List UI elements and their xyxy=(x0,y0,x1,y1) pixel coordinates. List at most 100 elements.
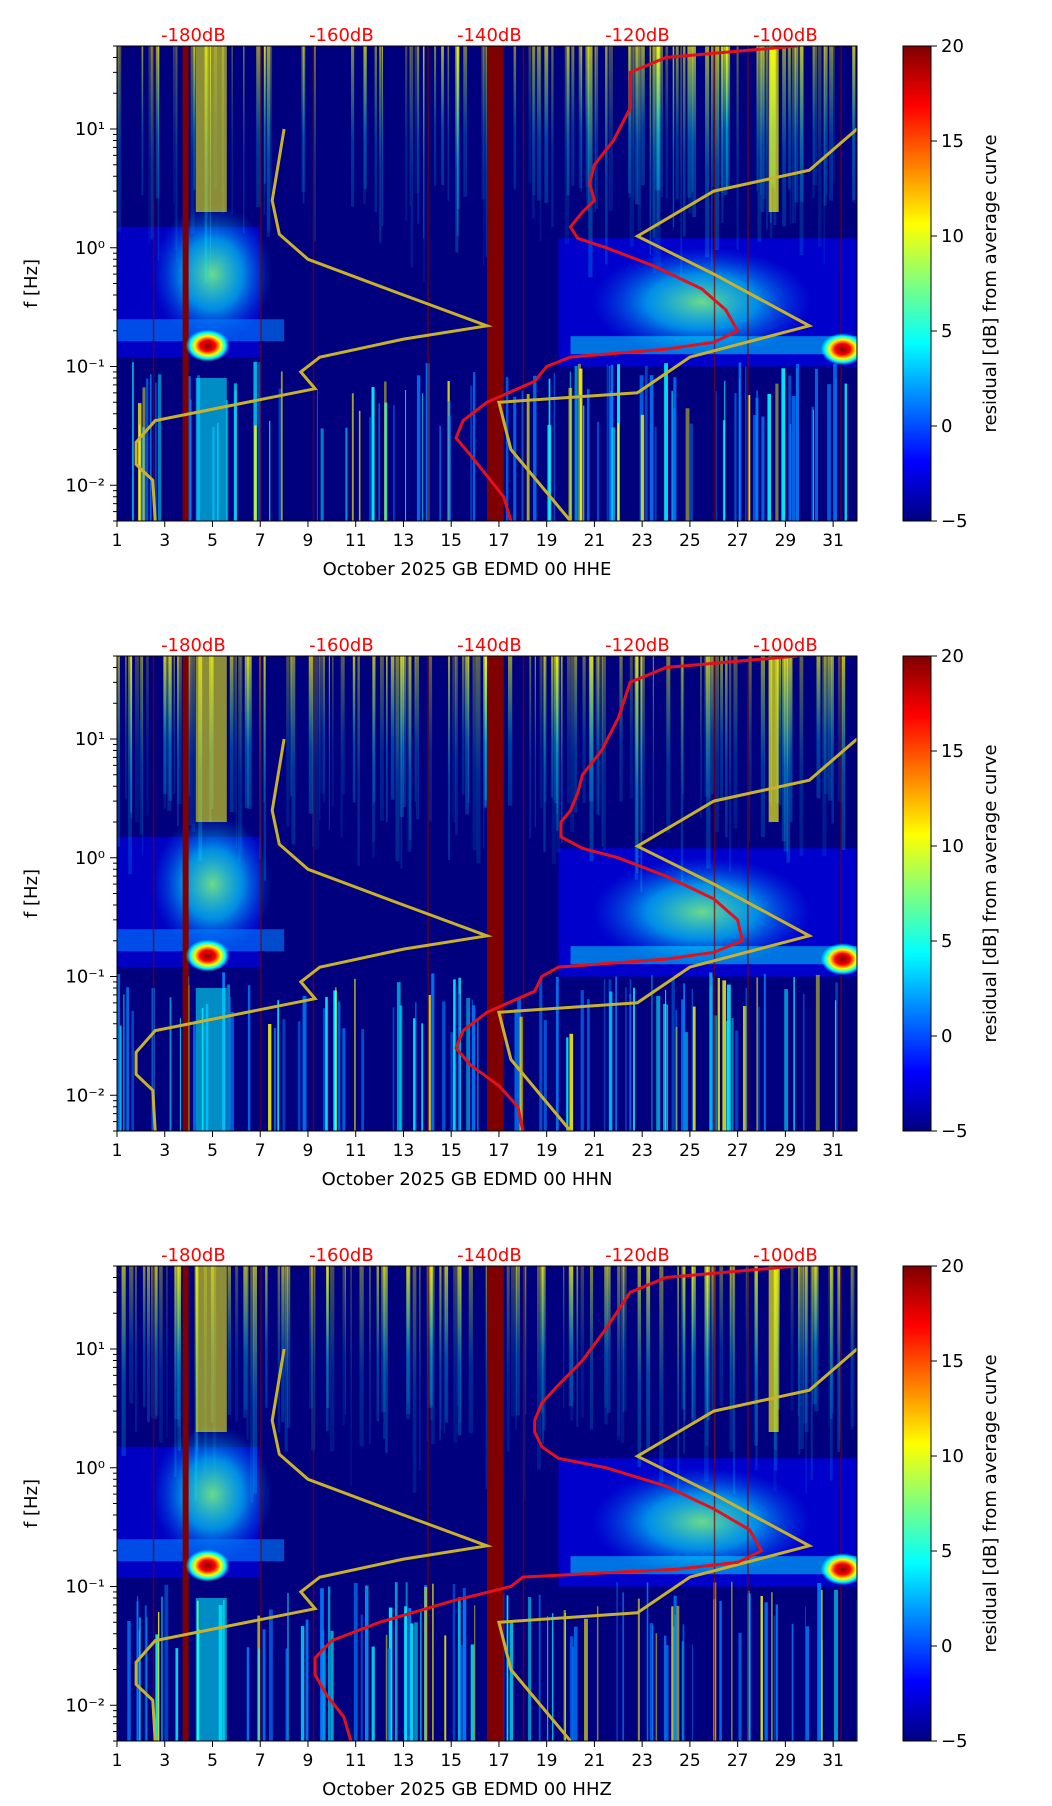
hf-streak xyxy=(308,656,313,814)
lf-spike xyxy=(274,1028,276,1131)
lf-spike xyxy=(663,1635,667,1741)
hf-streak xyxy=(342,656,345,795)
saturated-band xyxy=(182,656,189,1131)
hf-streak xyxy=(646,1266,651,1449)
hf-streak xyxy=(604,1266,608,1425)
lf-spike xyxy=(126,987,130,1131)
x-tick-label: 1 xyxy=(112,1141,123,1161)
hf-streak xyxy=(117,46,120,221)
hf-streak xyxy=(163,656,167,795)
lf-spike xyxy=(164,1584,169,1741)
lf-spike xyxy=(791,1623,794,1741)
lf-spike xyxy=(233,383,238,521)
hot-spot xyxy=(820,1553,857,1586)
bright-column-day5 xyxy=(195,1266,227,1433)
noise-model-low-curve xyxy=(134,1348,493,1741)
hf-streak xyxy=(705,46,710,258)
x-tick-label: 27 xyxy=(727,1751,749,1771)
hot-spot xyxy=(185,329,230,362)
lf-spike xyxy=(132,362,134,521)
hf-streak xyxy=(440,1266,443,1429)
colorbar-label: residual [dB] from average curve xyxy=(980,744,1001,1042)
lf-spike xyxy=(625,987,627,1131)
hf-streak xyxy=(176,1266,181,1427)
y-tick-label: 10⁻¹ xyxy=(65,967,105,988)
colorbar-tick-label: 5 xyxy=(941,321,952,342)
hf-streak xyxy=(540,1266,543,1414)
hf-streak xyxy=(714,46,720,251)
gap-line xyxy=(522,46,525,521)
hf-streak xyxy=(750,656,752,795)
lf-spike xyxy=(514,1009,518,1131)
hf-streak xyxy=(706,656,711,869)
hf-streak xyxy=(455,46,459,253)
y-axis: 10⁻² 10⁻¹ 10⁰ 10¹ xyxy=(65,1265,117,1742)
lf-spike xyxy=(820,1589,823,1741)
x-axis: 1 3 5 7 9 11 13 15 17 19 21 23 25 27 29 31 xyxy=(112,1741,844,1771)
lf-spike xyxy=(413,1018,416,1131)
y-tick-label: 10¹ xyxy=(75,119,105,140)
hf-streak xyxy=(595,656,599,814)
hf-streak xyxy=(265,1266,268,1408)
hf-streak xyxy=(243,46,245,234)
hf-streak xyxy=(800,46,804,202)
hf-streak xyxy=(757,46,762,242)
hf-streak xyxy=(481,46,486,200)
lf-spike xyxy=(569,1033,574,1131)
hf-streak xyxy=(625,1266,627,1411)
hf-streak xyxy=(574,656,578,813)
lf-spike xyxy=(145,378,149,521)
top-db-label: -120dB xyxy=(605,1245,670,1266)
hf-streak xyxy=(472,656,477,851)
hf-streak xyxy=(456,1266,459,1407)
hf-streak xyxy=(515,1266,517,1430)
x-tick-label: 23 xyxy=(631,1141,653,1161)
x-tick-label: 31 xyxy=(822,1141,844,1161)
hf-streak xyxy=(633,46,635,200)
lf-spike xyxy=(555,976,559,1131)
hf-streak xyxy=(681,1266,685,1410)
x-tick-label: 23 xyxy=(631,1751,653,1771)
hf-streak xyxy=(461,656,465,795)
hf-streak xyxy=(582,656,586,804)
x-tick-label: 17 xyxy=(488,1141,510,1161)
hf-streak xyxy=(824,656,829,794)
lf-spike xyxy=(169,997,172,1131)
lf-spike xyxy=(394,1582,398,1741)
x-tick-label: 15 xyxy=(440,1141,462,1161)
gap-line xyxy=(312,1266,315,1741)
lf-spike xyxy=(615,976,617,1131)
hf-streak xyxy=(629,656,633,799)
hf-streak xyxy=(414,46,419,194)
lf-spike xyxy=(444,1635,447,1741)
lf-spike xyxy=(817,1582,822,1741)
lf-spike xyxy=(773,1615,775,1741)
x-tick-label: 19 xyxy=(536,1751,558,1771)
hf-streak xyxy=(176,46,178,263)
hf-streak xyxy=(566,46,570,196)
hf-streak xyxy=(680,46,683,281)
hf-streak xyxy=(256,46,261,208)
hf-streak xyxy=(828,1266,831,1428)
lf-spike xyxy=(683,983,686,1131)
hf-streak xyxy=(823,46,825,264)
hf-streak xyxy=(576,1266,579,1427)
hf-streak xyxy=(560,656,563,844)
lf-spike xyxy=(450,1032,455,1131)
colorbar-tick-label: 20 xyxy=(941,646,964,667)
lf-spike xyxy=(405,390,407,521)
hf-streak xyxy=(325,1266,329,1432)
hf-streak xyxy=(704,1266,709,1482)
gap-line xyxy=(152,46,155,521)
lf-spike xyxy=(328,1586,331,1741)
top-db-label: -180dB xyxy=(161,25,226,46)
lf-spike xyxy=(119,1025,122,1131)
lf-spike xyxy=(322,1008,326,1131)
lf-spike xyxy=(546,1616,549,1741)
hf-streak xyxy=(390,656,395,800)
hf-streak xyxy=(652,656,654,837)
lf-spike xyxy=(655,1633,658,1741)
lf-spike xyxy=(335,987,337,1131)
x-tick-label: 25 xyxy=(679,531,701,551)
hf-streak xyxy=(166,1266,168,1438)
